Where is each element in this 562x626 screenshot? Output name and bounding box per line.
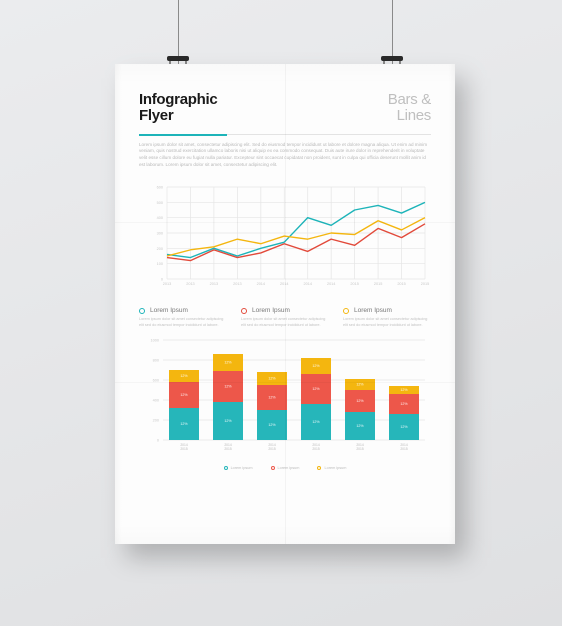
poster: Infographic Flyer Bars & Lines Lorem ips…: [115, 64, 455, 544]
svg-text:2015: 2015: [224, 447, 232, 451]
svg-text:2015: 2015: [268, 447, 276, 451]
footer-legend-label: Lorem ipsum: [324, 466, 346, 470]
header-divider: [139, 134, 431, 136]
svg-text:12%: 12%: [268, 396, 276, 400]
svg-text:12%: 12%: [312, 365, 320, 369]
legend-title: Lorem Ipsum: [150, 307, 188, 314]
svg-text:100: 100: [157, 262, 163, 266]
bar-chart: 0200400600800100012%12%12%2014201512%12%…: [139, 336, 431, 458]
hang-wire-left: [178, 0, 179, 64]
hang-wire-right: [392, 0, 393, 64]
svg-text:12%: 12%: [224, 420, 232, 424]
title-line1: Infographic: [139, 91, 217, 108]
svg-text:12%: 12%: [400, 389, 408, 393]
legend-head: Lorem Ipsum: [343, 307, 431, 314]
footer-legend: Lorem ipsum Lorem ipsum Lorem ipsum: [139, 466, 431, 470]
svg-text:12%: 12%: [356, 383, 364, 387]
svg-text:600: 600: [157, 186, 163, 190]
svg-text:12%: 12%: [400, 403, 408, 407]
legend-title: Lorem Ipsum: [354, 307, 392, 314]
legend-item-2: Lorem Ipsum Lorem ipsum dolor sit amet c…: [343, 307, 431, 328]
footer-legend-dot-icon: [224, 466, 228, 470]
svg-text:2014: 2014: [257, 282, 265, 286]
svg-text:400: 400: [153, 399, 159, 403]
svg-text:2014: 2014: [304, 282, 312, 286]
svg-text:1000: 1000: [151, 339, 159, 343]
svg-text:12%: 12%: [356, 400, 364, 404]
svg-text:12%: 12%: [312, 421, 320, 425]
svg-text:2015: 2015: [356, 447, 364, 451]
svg-text:12%: 12%: [180, 394, 188, 398]
svg-text:12%: 12%: [356, 425, 364, 429]
svg-text:2015: 2015: [312, 447, 320, 451]
svg-text:12%: 12%: [400, 426, 408, 430]
legend-head: Lorem Ipsum: [241, 307, 329, 314]
legend-dot-icon: [343, 308, 349, 314]
svg-text:2015: 2015: [421, 282, 429, 286]
svg-text:200: 200: [153, 419, 159, 423]
legend-dot-icon: [139, 308, 145, 314]
svg-text:2013: 2013: [233, 282, 241, 286]
poster-title: Infographic Flyer: [139, 92, 217, 124]
svg-text:2015: 2015: [374, 282, 382, 286]
divider-accent: [139, 134, 227, 136]
svg-text:2013: 2013: [186, 282, 194, 286]
legend-body: Lorem ipsum dolor sit amet consectetur a…: [343, 317, 431, 328]
svg-text:400: 400: [157, 216, 163, 220]
svg-text:2014: 2014: [280, 282, 288, 286]
svg-text:300: 300: [157, 232, 163, 236]
svg-text:12%: 12%: [312, 388, 320, 392]
legend-item-1: Lorem Ipsum Lorem ipsum dolor sit amet c…: [241, 307, 329, 328]
legend-title: Lorem Ipsum: [252, 307, 290, 314]
subtitle-line1: Bars &: [388, 91, 431, 108]
svg-text:12%: 12%: [224, 361, 232, 365]
footer-legend-label: Lorem ipsum: [231, 466, 253, 470]
footer-legend-dot-icon: [317, 466, 321, 470]
svg-text:2015: 2015: [350, 282, 358, 286]
svg-text:200: 200: [157, 247, 163, 251]
svg-text:12%: 12%: [180, 375, 188, 379]
intro-blurb: Lorem ipsum dolor sit amet, consectetur …: [139, 142, 431, 170]
legend-dot-icon: [241, 308, 247, 314]
svg-text:0: 0: [157, 439, 159, 443]
svg-text:12%: 12%: [224, 385, 232, 389]
footer-legend-item-2: Lorem ipsum: [317, 466, 346, 470]
svg-text:2013: 2013: [210, 282, 218, 286]
poster-header: Infographic Flyer Bars & Lines: [139, 92, 431, 124]
svg-text:800: 800: [153, 359, 159, 363]
svg-text:2015: 2015: [397, 282, 405, 286]
title-line2: Flyer: [139, 107, 173, 124]
footer-legend-label: Lorem ipsum: [278, 466, 300, 470]
line-chart: 0 100 200 300 400 500 600 2013 2013 2013 2013 2014 2…: [139, 181, 431, 293]
svg-text:12%: 12%: [180, 423, 188, 427]
footer-legend-dot-icon: [271, 466, 275, 470]
svg-text:600: 600: [153, 379, 159, 383]
legend-row: Lorem Ipsum Lorem ipsum dolor sit amet c…: [139, 307, 431, 328]
svg-text:2013: 2013: [163, 282, 171, 286]
svg-text:500: 500: [157, 201, 163, 205]
svg-text:12%: 12%: [268, 377, 276, 381]
legend-head: Lorem Ipsum: [139, 307, 227, 314]
poster-subtitle: Bars & Lines: [388, 92, 431, 124]
svg-text:2014: 2014: [327, 282, 335, 286]
svg-text:0: 0: [161, 278, 163, 282]
legend-item-0: Lorem Ipsum Lorem ipsum dolor sit amet c…: [139, 307, 227, 328]
footer-legend-item-1: Lorem ipsum: [271, 466, 300, 470]
legend-body: Lorem ipsum dolor sit amet consectetur a…: [241, 317, 329, 328]
divider-rest: [227, 134, 431, 135]
svg-text:2015: 2015: [400, 447, 408, 451]
svg-text:2015: 2015: [180, 447, 188, 451]
footer-legend-item-0: Lorem ipsum: [224, 466, 253, 470]
subtitle-line2: Lines: [397, 107, 431, 124]
legend-body: Lorem ipsum dolor sit amet consectetur a…: [139, 317, 227, 328]
svg-text:12%: 12%: [268, 424, 276, 428]
